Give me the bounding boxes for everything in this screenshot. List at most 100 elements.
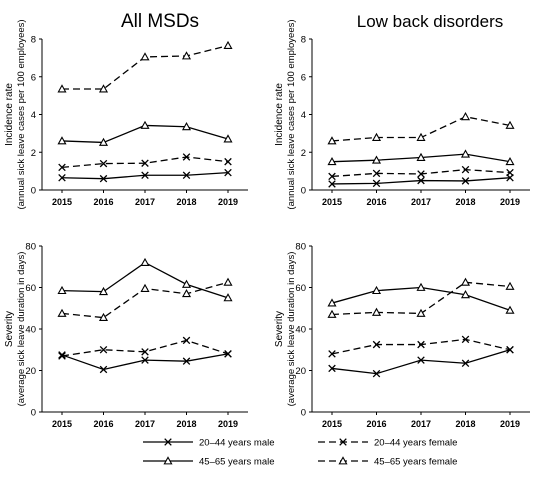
- x-tick-label: 2018: [455, 419, 475, 429]
- series-4: [327, 277, 515, 318]
- data-point: [372, 369, 381, 378]
- legend-label: 20–44 years male: [199, 438, 275, 449]
- data-point: [372, 179, 381, 188]
- y-tick-label: 60: [295, 283, 306, 294]
- data-point: [371, 307, 382, 316]
- data-point: [223, 293, 233, 302]
- data-point: [224, 350, 232, 358]
- data-point: [57, 136, 67, 145]
- data-point: [461, 177, 470, 185]
- y-tick-label: 40: [295, 325, 306, 336]
- series-4: [57, 40, 233, 93]
- data-point: [98, 137, 109, 146]
- x-tick-label: 2019: [500, 197, 520, 207]
- column-title-low-back-disorders: Low back disorders: [357, 12, 503, 31]
- y-tick-label: 2: [31, 148, 36, 159]
- series-line: [331, 349, 511, 375]
- series-2: [58, 153, 232, 172]
- data-point: [461, 335, 470, 344]
- data-point: [141, 159, 149, 167]
- data-point: [223, 134, 233, 143]
- data-point: [99, 174, 108, 183]
- data-point: [371, 132, 382, 141]
- series-3: [57, 120, 233, 146]
- series-2: [328, 335, 514, 358]
- data-point: [416, 132, 426, 141]
- data-point: [505, 281, 515, 290]
- series-line: [61, 339, 229, 357]
- x-tick-label: 2019: [500, 419, 520, 429]
- data-point: [99, 345, 108, 354]
- series-line: [61, 261, 229, 299]
- data-point: [57, 84, 67, 93]
- legend-item-2: 20–44 years female: [318, 438, 457, 449]
- y-tick-label: 60: [25, 283, 36, 294]
- data-point: [182, 171, 191, 180]
- data-point: [372, 340, 381, 349]
- data-point: [327, 156, 337, 166]
- y-tick-label: 8: [31, 35, 36, 46]
- data-point: [140, 257, 150, 267]
- series-line: [62, 44, 229, 90]
- y-tick-label: 6: [301, 72, 306, 83]
- legend-label: 20–44 years female: [374, 438, 457, 449]
- y-tick-label: 4: [31, 110, 36, 121]
- series-4: [57, 277, 233, 322]
- column-title-all-msds: All MSDs: [121, 11, 199, 32]
- series-3: [327, 282, 515, 314]
- series-3: [327, 149, 515, 166]
- data-point: [505, 305, 515, 314]
- series-3: [57, 257, 233, 302]
- y-axis-title: Incidence rate: [4, 83, 15, 146]
- data-point: [181, 122, 192, 131]
- y-axis-subtitle: (annual sick leave cases per 100 employe…: [286, 19, 297, 209]
- data-point: [328, 180, 336, 188]
- x-tick-label: 2017: [411, 197, 431, 207]
- data-point: [58, 352, 66, 360]
- x-tick-label: 2015: [52, 197, 72, 207]
- x-tick-label: 2016: [366, 419, 386, 429]
- data-point: [181, 51, 192, 60]
- series-2: [58, 336, 232, 360]
- series-1: [328, 345, 514, 378]
- data-point: [505, 156, 515, 166]
- x-tick-label: 2018: [176, 419, 196, 429]
- x-tick-label: 2016: [93, 419, 113, 429]
- data-point: [328, 172, 336, 181]
- data-point: [141, 348, 149, 356]
- y-tick-label: 0: [301, 186, 306, 197]
- series-line: [61, 353, 229, 371]
- data-point: [140, 283, 150, 292]
- data-point: [327, 298, 337, 307]
- data-point: [506, 168, 514, 177]
- legend: 20–44 years male 20–44 years female 45–65 …: [143, 438, 457, 468]
- series-line: [61, 156, 229, 168]
- data-point: [371, 285, 382, 295]
- x-tick-label: 2017: [135, 197, 155, 207]
- data-point: [417, 170, 425, 178]
- data-point: [141, 171, 149, 180]
- data-point: [327, 309, 337, 318]
- legend-marker: [164, 438, 172, 446]
- data-point: [416, 308, 426, 317]
- data-point: [57, 285, 67, 295]
- data-point: [417, 176, 425, 185]
- data-point: [461, 359, 470, 367]
- data-point: [58, 163, 66, 172]
- y-axis-subtitle: (average sick leave duration in days): [16, 252, 27, 407]
- x-tick-label: 2018: [176, 197, 196, 207]
- x-tick-label: 2015: [52, 419, 72, 429]
- y-axis-title: Severity: [274, 311, 285, 347]
- legend-item-4: 45–65 years female: [318, 456, 457, 468]
- data-point: [98, 84, 109, 93]
- data-point: [417, 356, 425, 364]
- series-1: [58, 168, 232, 183]
- chart-panels: 0 2 4 6 8 2015 2016 2017 2018 2019 Incidence rate (…: [4, 19, 530, 429]
- series-line: [331, 338, 511, 355]
- series-1: [58, 350, 232, 374]
- chart-panel-2: 0 2 4 6 8 2015 2016 2017 2018 2019 Incidence rate(…: [274, 19, 530, 210]
- y-tick-label: 40: [25, 325, 36, 336]
- data-point: [99, 365, 108, 374]
- x-tick-label: 2016: [93, 197, 113, 207]
